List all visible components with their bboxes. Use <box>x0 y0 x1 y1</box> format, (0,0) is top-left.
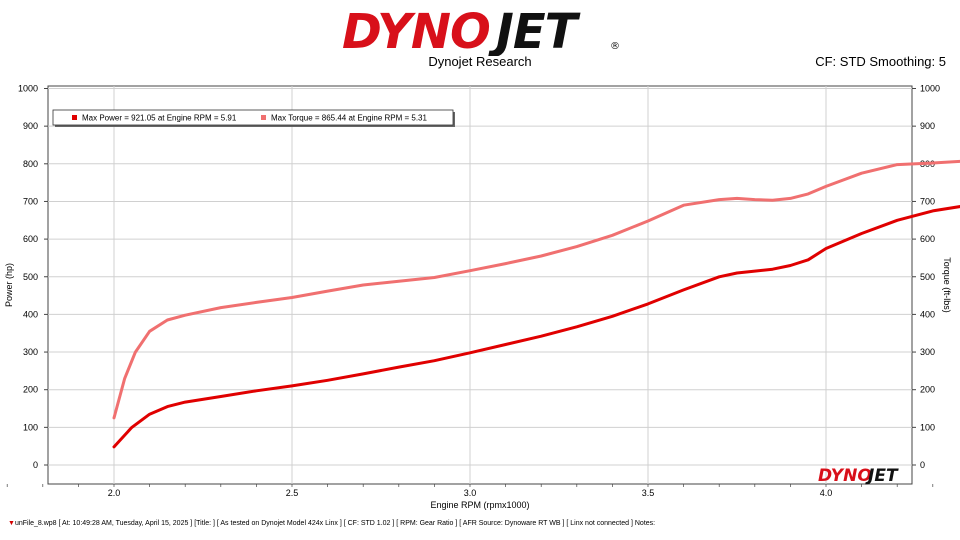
dynojet-logo: DYNO JET ® <box>340 2 630 60</box>
y-left-tick-label: 800 <box>23 159 38 169</box>
y-left-tick-label: 200 <box>23 385 38 395</box>
y-left-tick-label: 1000 <box>18 84 38 94</box>
y-right-tick-label: 600 <box>920 234 935 244</box>
y-left-tick-label: 600 <box>23 234 38 244</box>
y-left-tick-label: 300 <box>23 347 38 357</box>
legend-label-torque: Max Torque = 865.44 at Engine RPM = 5.31 <box>271 114 428 123</box>
legend-marker-power <box>72 115 77 120</box>
y-right-tick-label: 500 <box>920 272 935 282</box>
run-file-info: ▼unFile_8.wp8 [ At: 10:49:28 AM, Tuesday… <box>8 520 655 527</box>
y-right-tick-label: 300 <box>920 347 935 357</box>
y-axis-label-right: Torque (ft-lbs) <box>942 257 952 313</box>
x-tick-label: 2.5 <box>286 488 299 498</box>
logo-jet-text: JET <box>488 4 581 56</box>
legend-box <box>52 109 454 126</box>
file-marker-icon: ▼ <box>8 520 15 527</box>
y-right-tick-label: 700 <box>920 196 935 206</box>
y-left-tick-label: 700 <box>23 196 38 206</box>
torque-line <box>112 159 960 420</box>
y-right-tick-label: 1000 <box>920 84 940 94</box>
y-left-tick-label: 0 <box>33 460 38 470</box>
y-left-tick-label: 400 <box>23 309 38 319</box>
plot-area <box>47 85 913 485</box>
y-right-tick-label: 100 <box>920 422 935 432</box>
y-right-tick-label: 900 <box>920 121 935 131</box>
y-right-tick-label: 400 <box>920 309 935 319</box>
watermark-jet-text: JET <box>865 466 899 486</box>
watermark-dyno-text: DYNO <box>818 466 872 486</box>
x-tick-label: 3.5 <box>642 488 655 498</box>
x-tick-label: 2.0 <box>108 488 121 498</box>
x-axis-label: Engine RPM (rpmx1000) <box>430 500 529 510</box>
y-left-tick-label: 900 <box>23 121 38 131</box>
correction-factor-info: CF: STD Smoothing: 5 <box>815 54 946 69</box>
x-tick-label: 3.0 <box>464 488 477 498</box>
legend-marker-torque <box>261 115 266 120</box>
power-line <box>112 205 960 449</box>
registered-mark: ® <box>610 41 620 52</box>
legend-label-power: Max Power = 921.05 at Engine RPM = 5.91 <box>82 114 237 123</box>
y-left-tick-label: 100 <box>23 422 38 432</box>
y-left-tick-label: 500 <box>23 272 38 282</box>
x-tick-label: 4.0 <box>820 488 833 498</box>
y-axis-label-left: Power (hp) <box>4 263 14 307</box>
chart-subtitle: Dynojet Research <box>428 54 532 69</box>
dynojet-logo-graphic: DYNO JET ® <box>342 4 620 60</box>
footer-text: unFile_8.wp8 [ At: 10:49:28 AM, Tuesday,… <box>14 520 656 527</box>
y-right-tick-label: 0 <box>920 460 925 470</box>
y-right-tick-label: 200 <box>920 385 935 395</box>
logo-dyno-text: DYNO <box>342 4 490 56</box>
